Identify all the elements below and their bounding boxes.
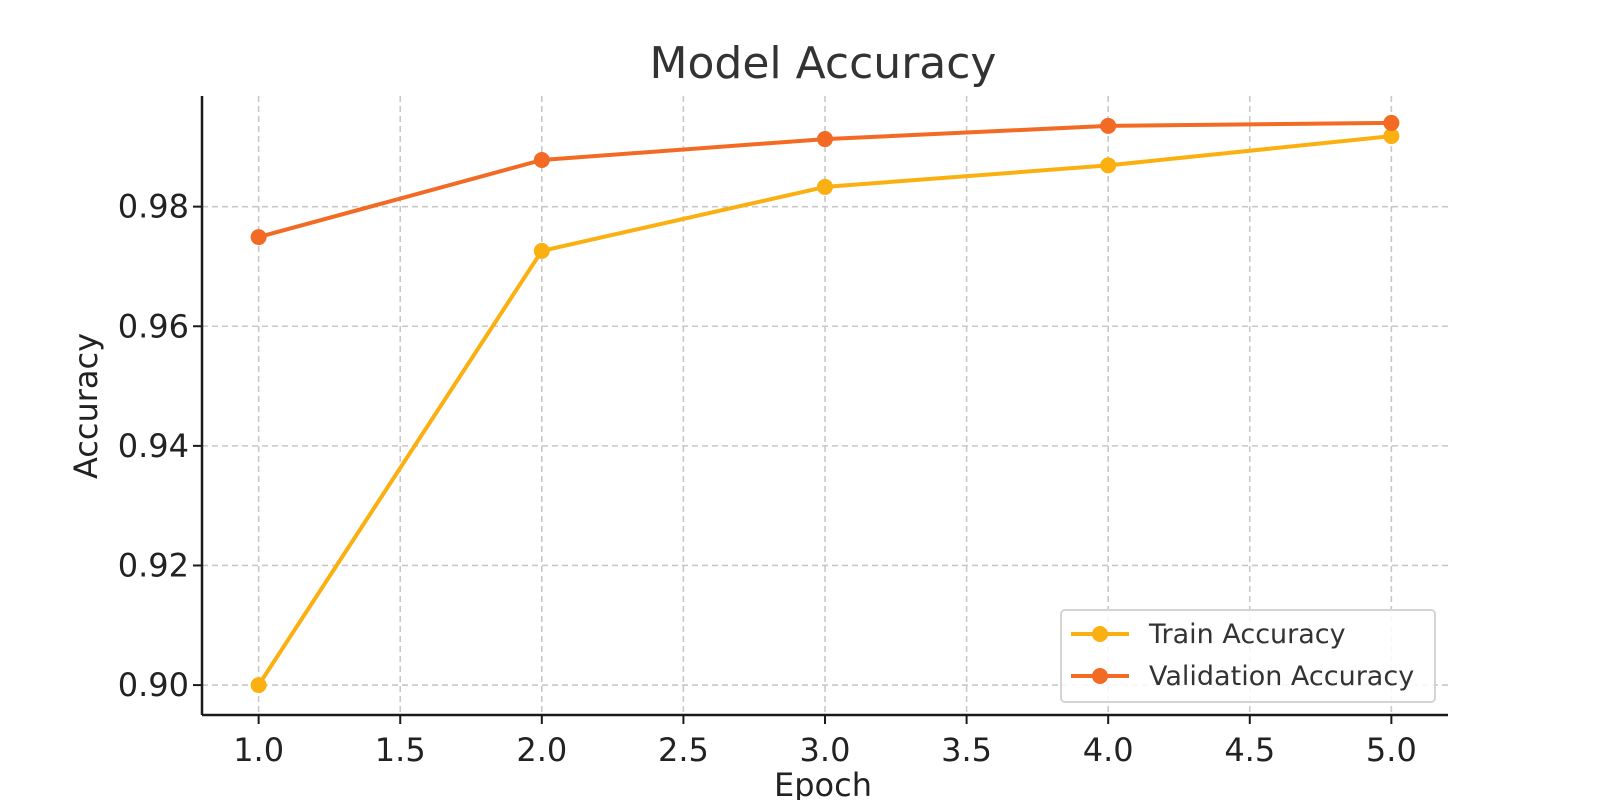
legend: Train Accuracy Validation Accuracy <box>1060 609 1436 703</box>
y-axis-label: Accuracy <box>67 333 105 479</box>
y-tick-label: 0.92 <box>118 546 189 584</box>
legend-box <box>1060 609 1436 703</box>
data-point <box>1383 128 1400 145</box>
legend-label: Train Accuracy <box>1148 619 1346 650</box>
data-point <box>817 178 833 195</box>
legend-entry: Train Accuracy <box>1071 619 1346 650</box>
x-tick-label: 2.5 <box>658 731 709 769</box>
x-tick-label: 2.0 <box>516 731 567 769</box>
legend-swatch-marker <box>1092 626 1108 642</box>
data-point <box>533 151 550 168</box>
chart-title: Model Accuracy <box>650 38 997 89</box>
series-lines <box>250 114 1400 694</box>
y-axis-ticks: 0.90 0.92 0.94 0.96 0.98 <box>118 188 202 704</box>
x-axis-ticks: 1.0 1.5 2.0 2.5 3.0 3.5 4.0 4.5 5.0 <box>233 715 1417 769</box>
data-point <box>817 131 833 148</box>
x-tick-label: 1.5 <box>375 731 426 769</box>
legend-label: Validation Accuracy <box>1149 661 1414 692</box>
data-point <box>250 677 267 694</box>
series-validation-accuracy <box>250 114 1400 246</box>
x-tick-label: 3.5 <box>941 731 992 769</box>
data-point <box>533 242 550 259</box>
series-train-accuracy <box>250 128 1400 694</box>
data-point <box>1383 114 1400 131</box>
legend-entry: Validation Accuracy <box>1071 661 1414 692</box>
data-point <box>1100 117 1117 134</box>
legend-swatch-marker <box>1092 668 1108 684</box>
x-axis-label: Epoch <box>774 766 872 800</box>
x-tick-label: 4.5 <box>1224 731 1275 769</box>
y-tick-label: 0.98 <box>118 188 189 226</box>
x-tick-label: 1.0 <box>233 731 284 769</box>
x-tick-label: 5.0 <box>1366 731 1417 769</box>
y-tick-label: 0.90 <box>118 666 189 704</box>
data-point <box>250 229 267 246</box>
x-tick-label: 3.0 <box>800 731 851 769</box>
y-tick-label: 0.96 <box>118 307 189 345</box>
y-tick-label: 0.94 <box>118 427 189 465</box>
data-point <box>1100 157 1117 174</box>
x-tick-label: 4.0 <box>1083 731 1134 769</box>
